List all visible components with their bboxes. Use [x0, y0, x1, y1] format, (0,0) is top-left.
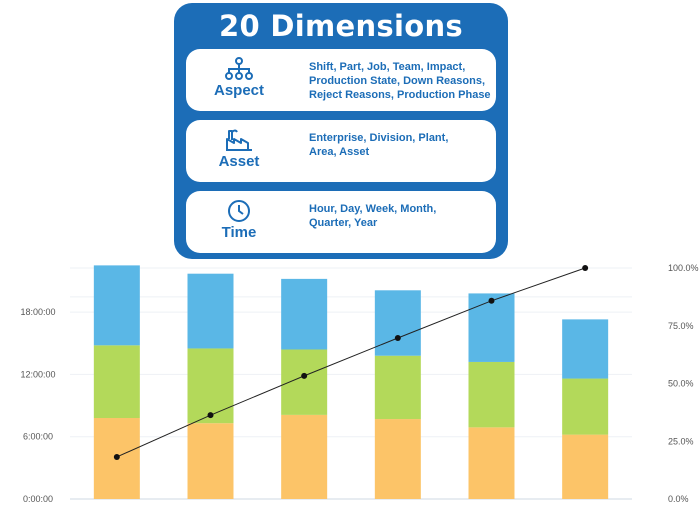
bar-segment-middle — [374, 355, 421, 420]
aspect-label: Aspect — [213, 82, 265, 99]
factory-icon — [226, 129, 252, 151]
bar-segment-middle — [93, 345, 140, 419]
time-line: Quarter, Year — [309, 217, 378, 229]
bar-segment-top — [187, 273, 234, 349]
pareto-chart: 0:00:00 6:00:00 12:00:00 18:00:00 0.0% 25.0% 5… — [20, 263, 699, 504]
bar-segment-top — [468, 293, 515, 362]
asset-card: Asset Enterprise, Division, Plant, Area,… — [186, 120, 496, 182]
y2-tick-label: 50.0% — [668, 379, 694, 389]
aspect-line: Reject Reasons, Production Phase — [309, 89, 491, 101]
asset-line: Enterprise, Division, Plant, — [309, 132, 449, 144]
y-tick-label: 0:00:00 — [23, 494, 53, 504]
bar-segment-middle — [468, 361, 515, 428]
asset-description: Enterprise, Division, Plant, Area, Asset — [309, 131, 494, 159]
dimensions-panel: 20 Dimensions Aspect Shift, Part, Job, T… — [174, 3, 508, 259]
bar-segment-top — [374, 290, 421, 356]
cumulative-point — [301, 372, 308, 379]
y-tick-label: 12:00:00 — [20, 369, 55, 379]
time-card: Time Hour, Day, Week, Month, Quarter, Ye… — [186, 191, 496, 253]
bar-segment-bottom — [468, 427, 515, 499]
bar-segment-bottom — [562, 434, 609, 499]
bar-segment-bottom — [374, 419, 421, 499]
y-tick-label: 6:00:00 — [23, 432, 53, 442]
bar-segment-top — [562, 319, 609, 379]
clock-icon — [228, 200, 250, 222]
cumulative-point — [394, 334, 401, 341]
y2-tick-label: 75.0% — [668, 321, 694, 331]
bar-segment-top — [281, 278, 328, 350]
time-label: Time — [221, 224, 257, 241]
time-line: Hour, Day, Week, Month, — [309, 203, 437, 215]
bar-segment-top — [93, 265, 140, 346]
bar-segment-bottom — [281, 414, 328, 499]
cumulative-point — [488, 297, 495, 304]
cumulative-point — [582, 265, 589, 271]
aspect-card: Aspect Shift, Part, Job, Team, Impact, P… — [186, 49, 496, 111]
asset-label: Asset — [218, 153, 260, 170]
aspect-line: Shift, Part, Job, Team, Impact, — [309, 61, 466, 73]
asset-line: Area, Asset — [309, 146, 370, 158]
aspect-line: Production State, Down Reasons, — [309, 75, 486, 87]
bar-segment-middle — [187, 348, 234, 424]
y2-tick-label: 100.0% — [668, 263, 699, 273]
bar-segment-bottom — [187, 423, 234, 499]
cumulative-line — [116, 267, 586, 458]
panel-title: 20 Dimensions — [219, 9, 463, 43]
hierarchy-icon — [225, 57, 253, 80]
aspect-description: Shift, Part, Job, Team, Impact, Producti… — [309, 60, 494, 102]
cumulative-point — [207, 412, 214, 419]
time-description: Hour, Day, Week, Month, Quarter, Year — [309, 202, 494, 230]
y2-tick-label: 0.0% — [668, 494, 689, 504]
cumulative-point — [113, 453, 120, 460]
y-tick-label: 18:00:00 — [20, 307, 55, 317]
y2-tick-label: 25.0% — [668, 436, 694, 446]
bar-segment-middle — [562, 378, 609, 435]
